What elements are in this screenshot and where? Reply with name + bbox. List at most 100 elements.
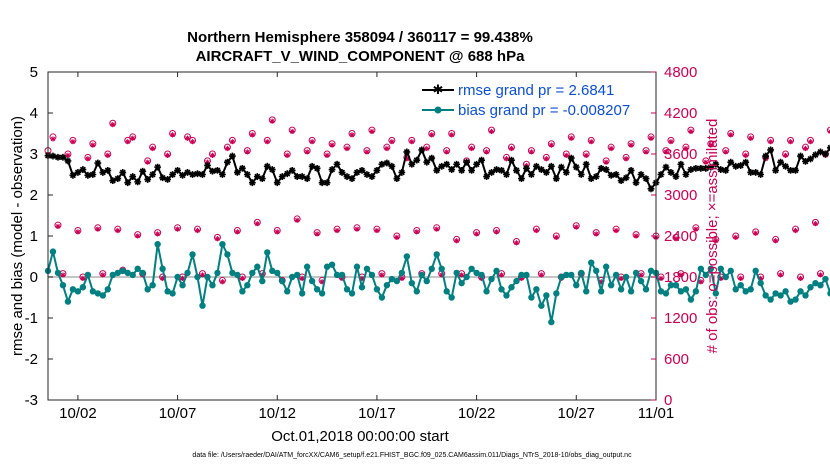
rmse-point — [273, 179, 281, 187]
bias-point — [762, 292, 769, 299]
rmse-point — [717, 166, 725, 173]
x-tick-label: 10/22 — [458, 405, 496, 422]
obs-assimilated-point — [145, 159, 151, 165]
bias-point — [817, 282, 824, 289]
rmse-point — [797, 152, 804, 160]
rmse-point — [134, 178, 142, 186]
rmse-point — [607, 171, 615, 179]
obs-assimilated-point — [553, 234, 559, 240]
rmse-point — [513, 167, 520, 174]
bias-point — [358, 284, 366, 291]
rmse-point — [179, 171, 186, 179]
obs-assimilated-point — [782, 152, 789, 158]
bias-point — [692, 288, 700, 295]
rmse-point — [204, 162, 211, 169]
bias-point — [423, 277, 430, 285]
y-tick-label-left: -3 — [25, 392, 38, 409]
bias-point — [553, 290, 560, 297]
obs-assimilated-point — [399, 275, 405, 281]
bias-point — [149, 282, 156, 289]
bias-point — [657, 288, 665, 295]
bias-point — [234, 271, 241, 279]
rmse-point — [328, 166, 336, 173]
bias-point — [627, 288, 635, 295]
rmse-point — [682, 171, 690, 178]
bias-point — [403, 253, 411, 260]
obs-assimilated-point — [648, 135, 654, 141]
rmse-point — [642, 175, 650, 182]
bias-point — [617, 286, 625, 293]
obs-assimilated-point — [209, 152, 216, 158]
obs-assimilated-point — [538, 272, 544, 278]
bias-point — [249, 269, 256, 277]
rmse-point — [692, 164, 700, 172]
rmse-point — [582, 160, 590, 168]
obs-assimilated-point — [459, 272, 465, 278]
y-tick-label-right: 0 — [664, 392, 672, 409]
rmse-point — [707, 163, 715, 171]
obs-assimilated-point — [404, 156, 410, 162]
legend-box — [418, 78, 650, 122]
rmse-point — [408, 160, 416, 168]
rmse-point — [79, 166, 87, 173]
rmse-point — [822, 150, 829, 158]
obs-assimilated-point — [533, 227, 539, 234]
rmse-point — [378, 160, 386, 168]
bias-point — [363, 265, 371, 272]
bias-point — [313, 286, 321, 293]
obs-assimilated-point — [429, 132, 435, 138]
rmse-point — [508, 156, 515, 164]
bias-point — [398, 269, 406, 277]
bias-point — [702, 271, 710, 279]
legend-bias-label: bias grand pr = -0.008207 — [458, 102, 630, 119]
obs-assimilated-point — [663, 149, 669, 155]
bias-point — [413, 288, 420, 295]
obs-assimilated-point — [758, 275, 764, 281]
legend: ✱ rmse grand pr = 2.6841 bias grand pr =… — [418, 78, 650, 122]
bias-point — [418, 271, 425, 279]
rmse-point — [323, 179, 331, 187]
obs-assimilated-point — [184, 135, 191, 141]
obs-assimilated-point — [65, 152, 71, 158]
rmse-point — [388, 162, 396, 170]
obs-assimilated-point — [409, 139, 415, 145]
obs-assimilated-point — [194, 227, 201, 234]
obs-assimilated-point — [339, 275, 345, 281]
bias-point — [458, 279, 465, 287]
obs-assimilated-point — [773, 238, 779, 244]
bias-point — [298, 290, 306, 297]
obs-assimilated-point — [264, 139, 270, 145]
rmse-point — [597, 164, 605, 172]
obs-assimilated-point — [344, 145, 350, 152]
obs-assimilated-point — [384, 145, 390, 152]
bias-point — [533, 286, 540, 293]
obs-assimilated-point — [658, 275, 664, 281]
rmse-point — [368, 173, 376, 180]
obs-assimilated-point — [169, 132, 176, 138]
rmse-point — [224, 158, 231, 166]
rmse-point — [572, 163, 580, 171]
bias-point — [672, 282, 680, 289]
bias-point — [687, 296, 695, 303]
bias-point — [518, 271, 525, 279]
bias-point — [64, 298, 72, 305]
bias-point — [578, 269, 585, 277]
obs-assimilated-point — [787, 139, 794, 145]
rmse-point — [169, 171, 176, 178]
bias-point — [338, 271, 346, 279]
bias-point — [463, 273, 470, 281]
rmse-point — [283, 170, 291, 178]
rmse-point — [189, 171, 196, 178]
obs-assimilated-point — [224, 145, 231, 152]
bias-point — [787, 298, 794, 305]
bias-point — [279, 277, 286, 285]
y-tick-label-left: -1 — [25, 310, 38, 327]
rmse-point — [84, 171, 92, 179]
y-tick-label-left: 5 — [30, 64, 38, 81]
obs-assimilated-point — [488, 128, 495, 135]
rmse-point — [617, 177, 625, 185]
obs-assimilated-point — [259, 272, 265, 278]
rmse-point — [124, 179, 132, 187]
bias-point — [647, 267, 655, 275]
